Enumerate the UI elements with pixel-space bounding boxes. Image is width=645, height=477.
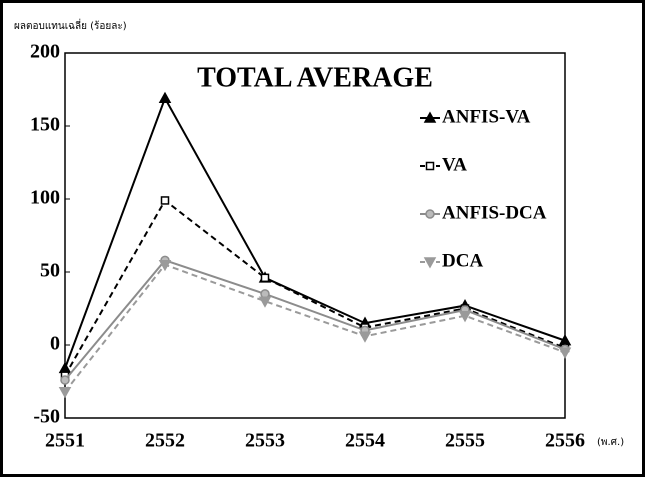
data-point xyxy=(158,91,172,104)
x-unit: (พ.ศ.) xyxy=(597,437,624,448)
x-tick-label: 2552 xyxy=(145,430,185,452)
data-point xyxy=(60,375,70,385)
data-point xyxy=(558,347,572,359)
series-line xyxy=(64,95,566,369)
legend-marker xyxy=(425,209,435,219)
data-point xyxy=(158,259,172,272)
x-tick-label: 2553 xyxy=(245,430,285,452)
data-point xyxy=(458,311,472,323)
data-point xyxy=(358,331,372,343)
y-tick-label: 50 xyxy=(40,260,60,282)
y-tick-label: 150 xyxy=(30,114,60,136)
x-tick-label: 2554 xyxy=(345,430,385,452)
legend-marker xyxy=(423,257,437,269)
chart-title: TOTAL AVERAGE xyxy=(197,62,433,93)
y-tick-label: -50 xyxy=(33,406,60,428)
y-axis-label: ผลตอบแทนเฉลี่ย (ร้อยละ) xyxy=(14,18,127,32)
x-tick-label: 2551 xyxy=(45,430,85,452)
y-tick-label: 100 xyxy=(30,187,60,209)
plot-box xyxy=(64,52,566,419)
x-tick-label: 2556 xyxy=(545,430,585,452)
legend-label: DCA xyxy=(442,250,483,271)
legend-marker xyxy=(423,111,437,123)
y-tick-label: 200 xyxy=(30,41,60,63)
legend-label: VA xyxy=(442,154,467,175)
legend-label: ANFIS-DCA xyxy=(442,202,547,223)
series-line xyxy=(64,198,566,377)
x-tick-label: 2555 xyxy=(445,430,485,452)
series-line xyxy=(64,259,566,381)
data-point xyxy=(260,273,270,283)
y-tick-label: 0 xyxy=(50,333,60,355)
legend-marker xyxy=(425,161,435,171)
series-line xyxy=(64,263,566,393)
legend-label: ANFIS-VA xyxy=(442,106,531,127)
data-point xyxy=(160,196,170,205)
data-point xyxy=(58,386,72,399)
data-point xyxy=(258,296,272,308)
